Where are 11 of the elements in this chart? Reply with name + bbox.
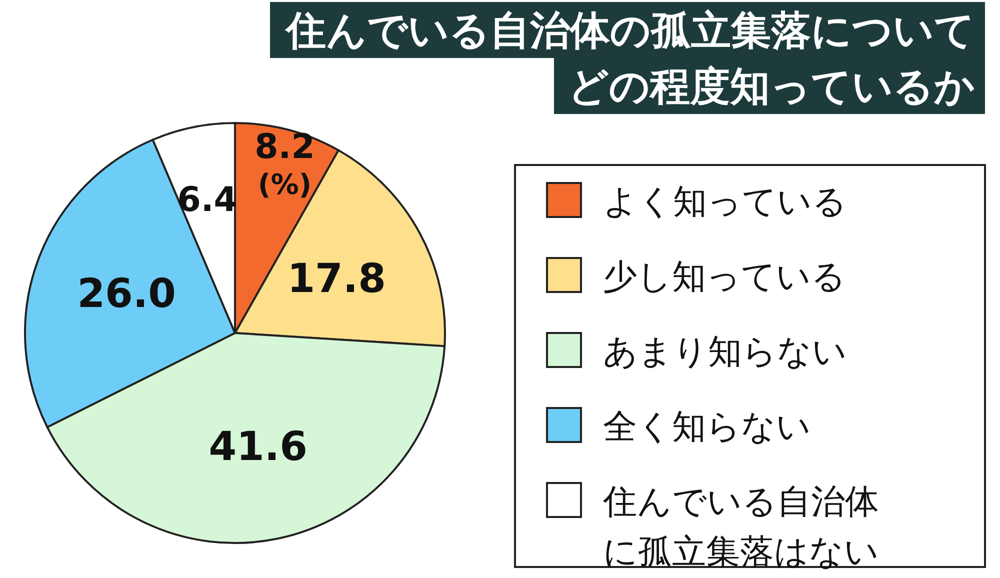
legend-label: 住んでいる自治体に孤立集落はない	[602, 482, 879, 572]
text: (%)	[258, 168, 312, 202]
legend-label: よく知っている	[603, 182, 847, 222]
data-label: 41.6	[208, 424, 308, 470]
data-label: 8.2	[254, 127, 315, 168]
legend-label: あまり知らない	[603, 332, 847, 372]
legend-label: 少し知っている	[603, 257, 846, 297]
title: 住んでいる自治体の孤立集落についてどの程度知っているか	[270, 2, 985, 114]
legend-label: 全く知らない	[603, 407, 811, 447]
data-label: 26.0	[77, 271, 176, 318]
data-label: 17.8	[287, 256, 386, 302]
